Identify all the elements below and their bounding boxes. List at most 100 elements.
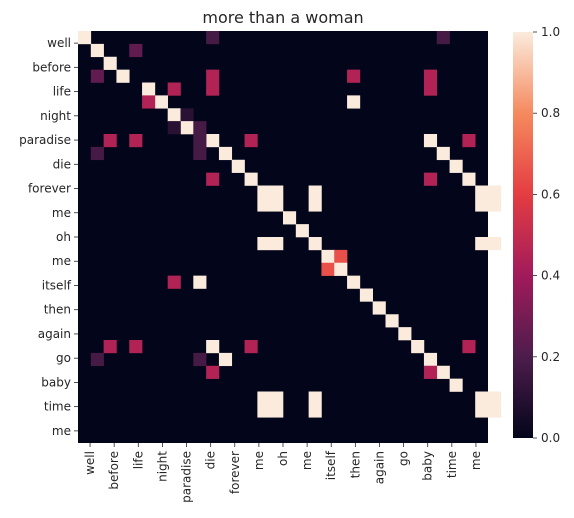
heatmap-cell bbox=[308, 198, 322, 212]
heatmap-cell bbox=[436, 365, 450, 379]
heatmap-cell bbox=[462, 340, 476, 354]
heatmap-cell bbox=[308, 391, 322, 405]
heatmap-cell bbox=[423, 82, 438, 96]
row-label: go bbox=[56, 351, 71, 365]
col-label: die bbox=[204, 451, 218, 469]
row-label: oh bbox=[56, 230, 71, 244]
heatmap-cell bbox=[488, 391, 502, 405]
col-label: itself bbox=[324, 450, 338, 480]
heatmap-cell bbox=[218, 352, 233, 367]
heatmap-cell bbox=[436, 31, 450, 45]
row-label: night bbox=[40, 109, 71, 123]
col-label: me bbox=[469, 451, 483, 470]
colorbar-tick-label: 0.6 bbox=[541, 187, 560, 201]
heatmap-cell bbox=[257, 237, 271, 251]
heatmap-cell bbox=[372, 301, 386, 315]
heatmap-cell bbox=[193, 352, 207, 367]
heatmap-cell bbox=[423, 172, 438, 186]
col-label: before bbox=[107, 451, 121, 490]
heatmap-cell bbox=[488, 237, 502, 251]
heatmap-cell bbox=[423, 365, 438, 379]
heatmap-cell bbox=[167, 121, 181, 135]
heatmap-cell bbox=[193, 146, 207, 161]
row-label: forever bbox=[28, 182, 71, 196]
heatmap-cell bbox=[193, 134, 207, 148]
heatmap-cell bbox=[142, 82, 156, 96]
heatmap-cell bbox=[116, 69, 130, 83]
col-label: time bbox=[445, 451, 459, 478]
heatmap-cell bbox=[334, 249, 348, 264]
heatmap-cell bbox=[206, 69, 220, 83]
heatmap-cell bbox=[154, 95, 168, 109]
heatmap-cell bbox=[103, 56, 117, 70]
heatmap-cell bbox=[90, 146, 104, 161]
heatmap-cell bbox=[142, 95, 156, 109]
heatmap-cell bbox=[475, 198, 489, 212]
heatmap-cell bbox=[449, 159, 463, 173]
row-label: me bbox=[52, 206, 71, 220]
heatmap-cell bbox=[90, 43, 104, 58]
row-label: me bbox=[52, 424, 71, 438]
heatmap-cell bbox=[90, 69, 104, 83]
heatmap-cell bbox=[423, 134, 438, 148]
colorbar-tick-label: 1.0 bbox=[541, 25, 560, 39]
heatmap-cell bbox=[206, 172, 220, 186]
heatmap-cell bbox=[270, 391, 284, 405]
heatmap-grid bbox=[78, 31, 502, 443]
heatmap-cell bbox=[244, 172, 258, 186]
colorbar-gradient bbox=[513, 32, 533, 438]
heatmap-cell bbox=[423, 69, 438, 83]
heatmap-cell bbox=[257, 404, 271, 418]
heatmap-cell bbox=[180, 121, 194, 135]
heatmap-cell bbox=[385, 314, 399, 328]
heatmap-cell bbox=[295, 224, 309, 238]
heatmap-cell bbox=[103, 340, 117, 354]
col-label: well bbox=[83, 451, 97, 475]
heatmap-cell bbox=[308, 185, 322, 199]
heatmap-cell bbox=[257, 391, 271, 405]
heatmap-cell bbox=[347, 275, 361, 289]
row-label: baby bbox=[41, 375, 71, 389]
heatmap-cell bbox=[449, 378, 463, 392]
row-labels: well before life night paradise die forever me o… bbox=[19, 36, 78, 438]
row-label: itself bbox=[42, 278, 72, 292]
col-label: me bbox=[300, 451, 314, 470]
heatmap-cell bbox=[488, 185, 502, 199]
heatmap-cell bbox=[308, 237, 322, 251]
col-labels: well before life night paradise die forever me o… bbox=[83, 443, 483, 503]
heatmap-cell bbox=[475, 404, 489, 418]
heatmap-cell bbox=[488, 404, 502, 418]
heatmap-cell bbox=[347, 95, 361, 109]
col-label: then bbox=[348, 451, 362, 478]
colorbar-tick-label: 0.0 bbox=[541, 431, 560, 445]
heatmap-cell bbox=[334, 262, 348, 276]
heatmap-cell bbox=[257, 198, 271, 212]
heatmap-cell bbox=[167, 275, 181, 289]
heatmap-cell bbox=[270, 404, 284, 418]
heatmap-cell bbox=[180, 108, 194, 122]
col-label: night bbox=[155, 451, 169, 482]
heatmap-cell bbox=[321, 262, 335, 276]
heatmap-cell bbox=[475, 185, 489, 199]
heatmap-cell bbox=[423, 352, 438, 367]
heatmap-cell bbox=[206, 31, 220, 45]
heatmap-cell bbox=[488, 198, 502, 212]
heatmap-cell bbox=[90, 352, 104, 367]
heatmap-cell bbox=[321, 249, 335, 264]
heatmap-cell bbox=[206, 134, 220, 148]
heatmap-cell bbox=[462, 172, 476, 186]
heatmap-cell bbox=[359, 288, 373, 302]
heatmap-cell bbox=[218, 146, 233, 161]
heatmap-cell bbox=[347, 69, 361, 83]
heatmap-cell bbox=[193, 121, 207, 135]
col-label: paradise bbox=[180, 451, 194, 503]
col-label: forever bbox=[228, 451, 242, 494]
heatmap-cell bbox=[283, 211, 297, 225]
heatmap-cell bbox=[78, 31, 92, 45]
row-label: again bbox=[38, 327, 71, 341]
heatmap-cell bbox=[193, 275, 207, 289]
colorbar: 0.0 0.2 0.4 0.6 0.8 1.0 bbox=[513, 25, 560, 445]
heatmap-cell bbox=[244, 134, 258, 148]
heatmap-cell bbox=[129, 340, 143, 354]
